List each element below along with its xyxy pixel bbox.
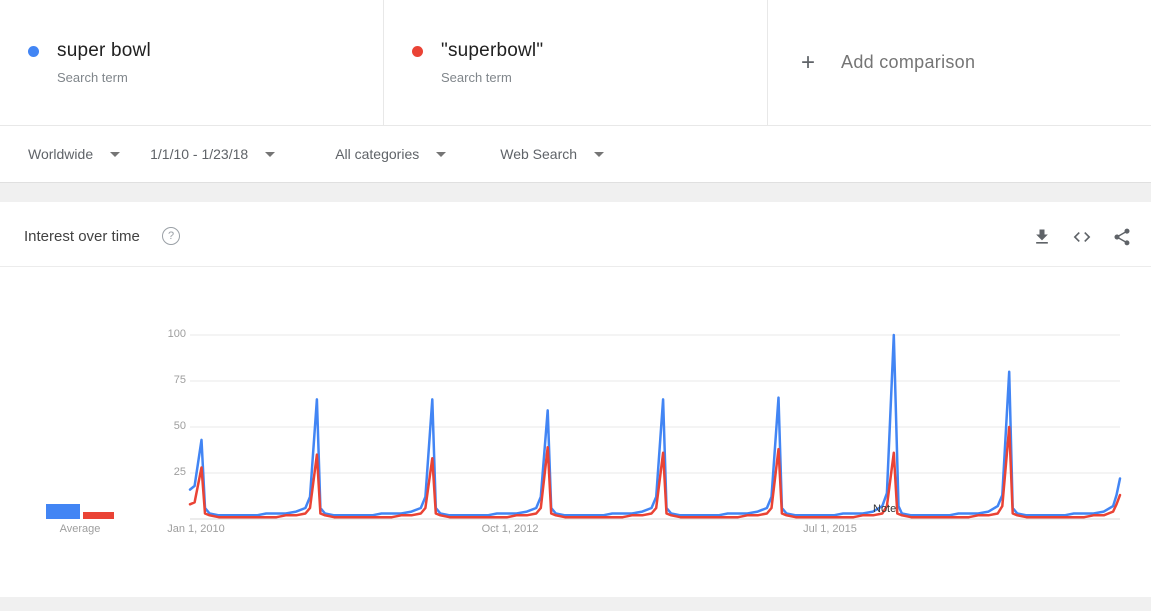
add-comparison-label: Add comparison xyxy=(841,52,976,72)
chevron-down-icon xyxy=(436,151,447,157)
filter-category-label: All categories xyxy=(335,146,420,162)
download-icon[interactable] xyxy=(1032,227,1052,247)
x-axis-label: Oct 1, 2012 xyxy=(481,523,539,535)
help-icon[interactable]: ? xyxy=(162,227,180,245)
filter-region-dropdown[interactable]: Worldwide xyxy=(28,146,121,162)
chart-title: Interest over time xyxy=(24,228,140,245)
chevron-down-icon xyxy=(110,151,121,157)
average-legend xyxy=(46,502,114,519)
term-label: "superbowl" xyxy=(441,40,544,61)
add-comparison-button[interactable]: + Add comparison xyxy=(768,0,1151,125)
chevron-down-icon xyxy=(265,151,276,157)
y-axis-tick: 100 xyxy=(167,328,186,340)
average-bar-red xyxy=(83,511,114,519)
interest-over-time-card: Interest over time ? 100 75 50 25 Jan 1,… xyxy=(0,202,1151,597)
filter-searchtype-dropdown[interactable]: Web Search xyxy=(500,146,605,162)
filter-bar: Worldwide 1/1/10 - 1/23/18 All categorie… xyxy=(0,126,1151,183)
chart-header: Interest over time ? xyxy=(0,202,1151,267)
series-dot-red-icon xyxy=(412,46,423,57)
filter-region-label: Worldwide xyxy=(28,146,94,162)
average-label: Average xyxy=(59,523,101,535)
term-sublabel: Search term xyxy=(441,70,512,85)
term-card-superbowl[interactable]: "superbowl" Search term xyxy=(384,0,768,125)
x-axis-label: Jul 1, 2015 xyxy=(803,523,857,535)
x-axis-label: Jan 1, 2010 xyxy=(167,523,225,535)
filter-searchtype-label: Web Search xyxy=(500,146,578,162)
comparison-header: super bowl Search term "superbowl" Searc… xyxy=(0,0,1151,126)
filter-category-dropdown[interactable]: All categories xyxy=(335,146,447,162)
plus-icon: + xyxy=(801,48,816,76)
series-dot-blue-icon xyxy=(28,46,39,57)
term-label: super bowl xyxy=(57,40,151,61)
average-bar-blue xyxy=(46,504,80,519)
note-annotation[interactable]: Note xyxy=(873,503,897,515)
filter-daterange-label: 1/1/10 - 1/23/18 xyxy=(150,146,249,162)
y-axis-tick: 50 xyxy=(173,420,186,432)
y-axis-tick: 75 xyxy=(173,374,186,386)
chevron-down-icon xyxy=(594,151,605,157)
term-sublabel: Search term xyxy=(57,70,128,85)
embed-code-icon[interactable] xyxy=(1072,227,1092,247)
term-card-super-bowl[interactable]: super bowl Search term xyxy=(0,0,384,125)
share-icon[interactable] xyxy=(1112,227,1132,247)
y-axis-tick: 25 xyxy=(173,466,186,478)
trend-line-chart[interactable] xyxy=(188,330,1123,525)
filter-daterange-dropdown[interactable]: 1/1/10 - 1/23/18 xyxy=(150,146,276,162)
